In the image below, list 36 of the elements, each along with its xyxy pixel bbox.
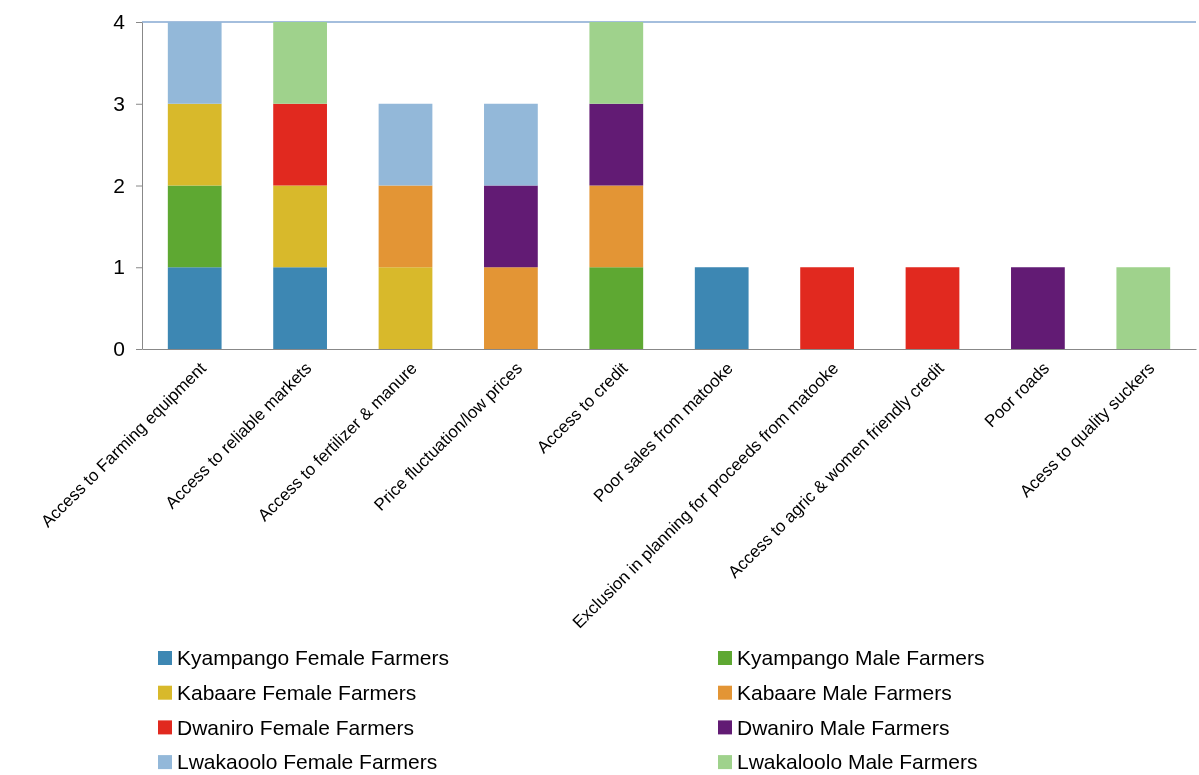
legend-label: Dwaniro Female Farmers bbox=[177, 715, 414, 739]
bar bbox=[167, 185, 222, 268]
bar bbox=[905, 267, 960, 349]
legend-label: Kabaare Female Farmers bbox=[177, 681, 417, 705]
legend-label: Lwakaloolo Male Farmers bbox=[737, 750, 978, 774]
bar bbox=[273, 267, 327, 349]
y-tick-label: 1 bbox=[113, 255, 125, 279]
bar bbox=[484, 103, 538, 186]
bar bbox=[1011, 267, 1065, 349]
bar bbox=[589, 267, 644, 349]
bar bbox=[589, 185, 644, 268]
bar bbox=[378, 103, 433, 186]
bar bbox=[273, 103, 327, 186]
bar bbox=[484, 185, 538, 268]
bar bbox=[273, 22, 327, 104]
bar bbox=[378, 267, 433, 349]
bar bbox=[694, 267, 749, 349]
y-tick-label: 4 bbox=[113, 10, 126, 34]
legend-label: Kyampango Male Farmers bbox=[737, 646, 985, 670]
bar bbox=[273, 185, 327, 268]
bar bbox=[1116, 267, 1171, 349]
y-tick-label: 0 bbox=[113, 337, 125, 361]
bar bbox=[589, 22, 644, 104]
y-tick-label: 3 bbox=[113, 91, 125, 115]
legend-label: Dwaniro Male Farmers bbox=[737, 715, 950, 739]
bar bbox=[167, 22, 222, 104]
legend-label: Kabaare Male Farmers bbox=[737, 681, 952, 705]
legend-label: Kyampango Female Farmers bbox=[177, 646, 449, 670]
bar bbox=[484, 267, 538, 349]
bar bbox=[167, 103, 222, 186]
legend-label: Lwakaoolo Female Farmers bbox=[177, 750, 438, 774]
bar bbox=[378, 185, 433, 268]
bar bbox=[167, 267, 222, 349]
y-tick-label: 2 bbox=[113, 173, 125, 197]
bar bbox=[800, 267, 854, 349]
bar bbox=[589, 103, 644, 186]
